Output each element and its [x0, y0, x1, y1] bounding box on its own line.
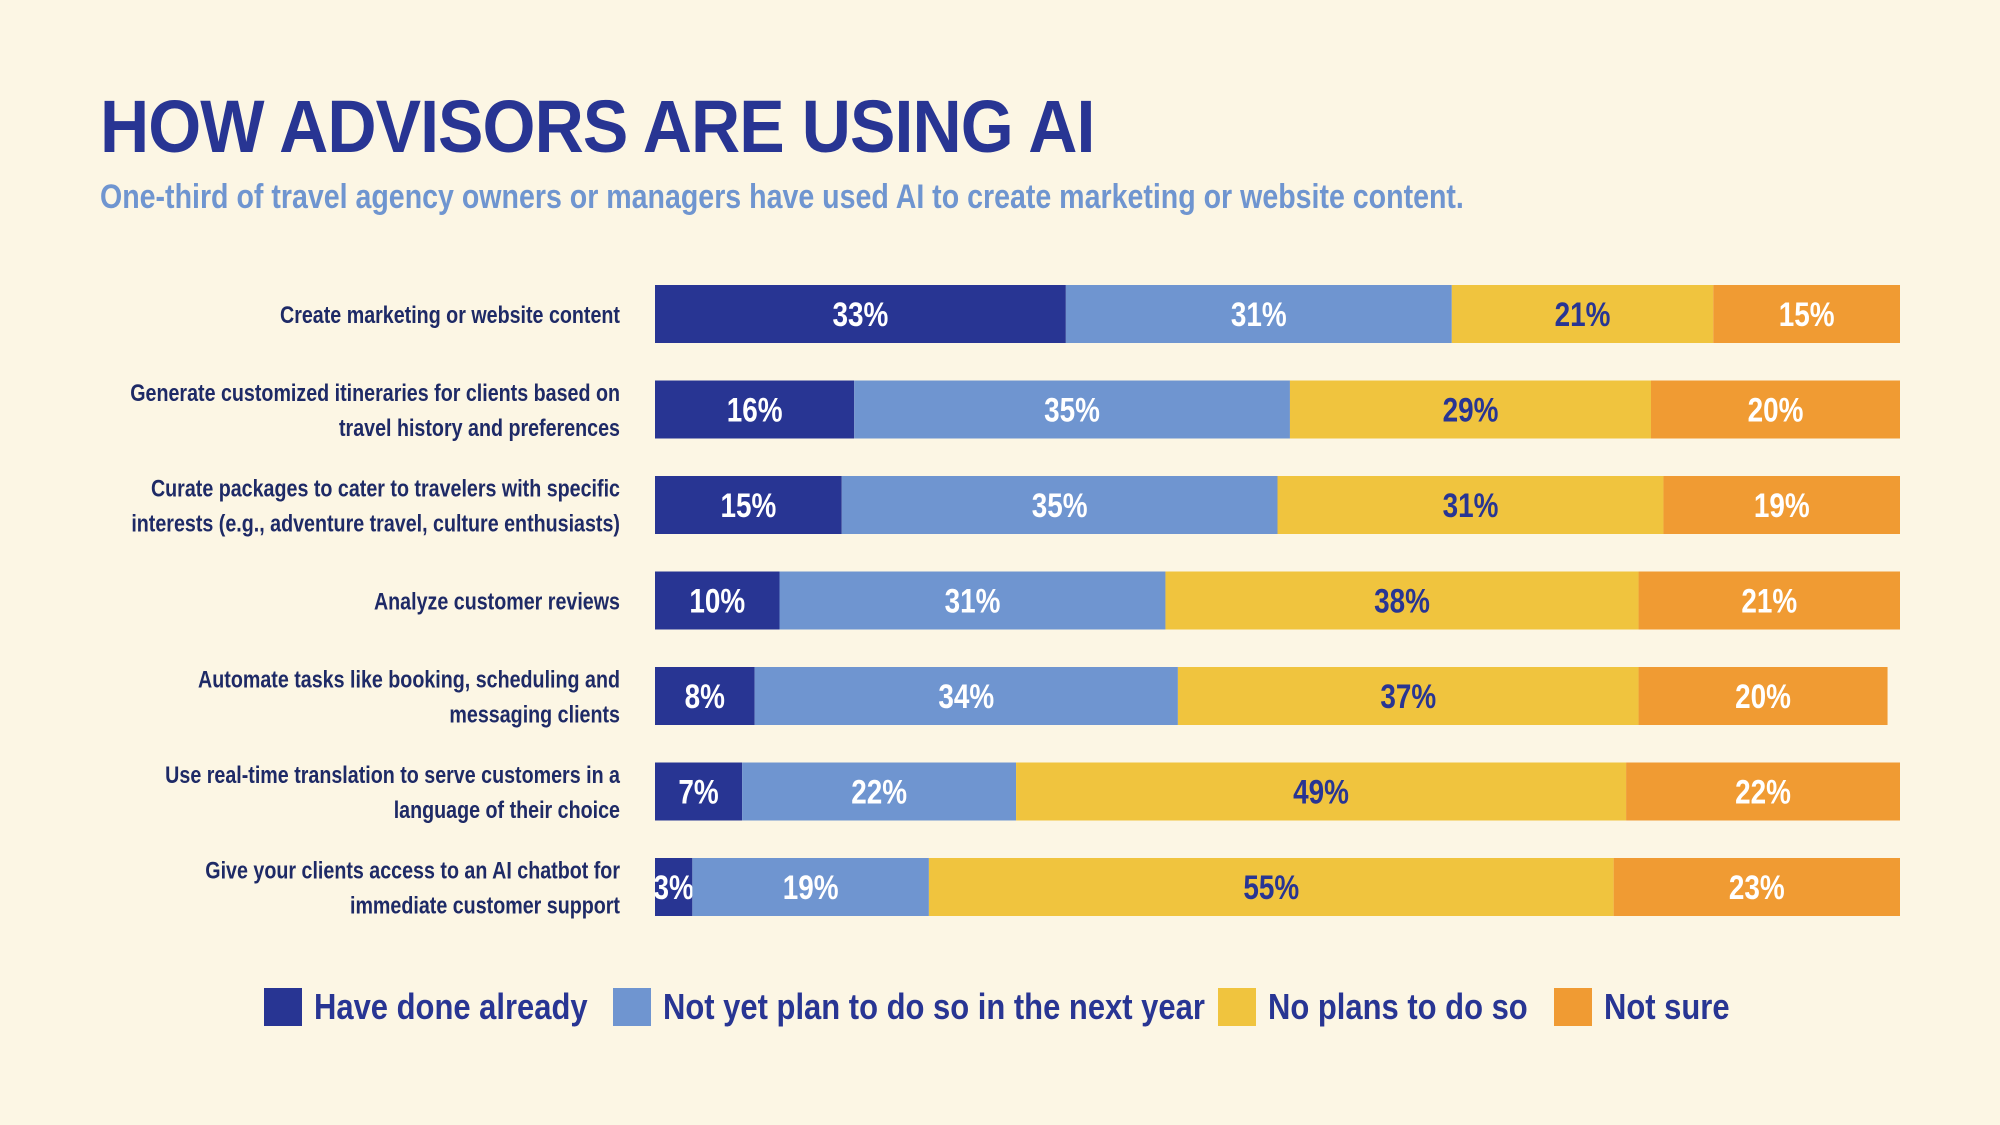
bar-value-label: 29%: [1443, 391, 1499, 429]
row-label-line: Curate packages to cater to travelers wi…: [151, 475, 620, 502]
bar-value-label: 33%: [833, 295, 889, 333]
row-label: Automate tasks like booking, scheduling …: [198, 666, 620, 728]
bar-value-label: 19%: [1754, 486, 1810, 524]
bar-segment: [1277, 476, 1664, 534]
bar-value-label: 22%: [1735, 773, 1791, 811]
legend-label: Not sure: [1604, 986, 1730, 1027]
chart-legend: Have done already Not yet plan to do so i…: [0, 985, 2000, 1029]
row-label-line: travel history and preferences: [339, 414, 620, 441]
bar-value-label: 31%: [945, 582, 1001, 620]
bar-value-label: 15%: [720, 486, 776, 524]
row-label-line: Automate tasks like booking, scheduling …: [198, 666, 620, 693]
legend-swatch: [264, 988, 302, 1026]
chart-title: HOW ADVISORS ARE USING AI: [100, 85, 1095, 168]
bar-value-label: 55%: [1243, 868, 1299, 906]
bar-segment: [1289, 380, 1651, 439]
chart-subtitle: One-third of travel agency owners or man…: [100, 178, 1464, 216]
bar-value-label: 19%: [783, 868, 839, 906]
bar-value-label: 20%: [1748, 391, 1804, 429]
row-label: Give your clients access to an AI chatbo…: [205, 857, 620, 919]
bar-value-label: 15%: [1779, 295, 1835, 333]
legend-item: No plans to do so: [1218, 985, 1570, 1029]
row-label: Curate packages to cater to travelers wi…: [131, 475, 620, 537]
legend-swatch: [1218, 988, 1256, 1026]
bar-segment: [1638, 667, 1888, 725]
bar-segment: [655, 858, 693, 916]
row-label-line: Use real-time translation to serve custo…: [165, 761, 621, 788]
legend-item: Not sure: [1554, 985, 1750, 1029]
legend-item: Not yet plan to do so in the next year: [613, 985, 1293, 1029]
bar-value-label: 37%: [1380, 677, 1436, 715]
row-label: Create marketing or website content: [280, 301, 621, 328]
row-label-line: immediate customer support: [350, 892, 621, 919]
bar-value-label: 31%: [1443, 486, 1499, 524]
bar-segment: [841, 476, 1278, 534]
bar-value-label: 22%: [851, 773, 907, 811]
bar-segment: [1651, 380, 1900, 439]
row-label-line: Give your clients access to an AI chatbo…: [205, 857, 620, 884]
bar-value-label: 38%: [1374, 582, 1430, 620]
legend-label: Have done already: [314, 986, 588, 1027]
bar-segment: [742, 762, 1017, 821]
bar-segment: [692, 858, 929, 916]
bar-value-label: 31%: [1231, 295, 1287, 333]
bar-segment: [1713, 285, 1900, 343]
bar-value-label: 35%: [1032, 486, 1088, 524]
bar-value-label: 20%: [1735, 677, 1791, 715]
row-label-line: messaging clients: [449, 701, 620, 728]
row-label-line: language of their choice: [394, 796, 620, 823]
bar-value-label: 23%: [1729, 868, 1785, 906]
bar-segment: [655, 762, 743, 821]
stacked-bar-chart: Create marketing or website content 33% 31…: [130, 285, 1900, 919]
bar-segment: [655, 285, 1066, 343]
bar-segment: [1451, 285, 1714, 343]
bar-value-label: 16%: [727, 391, 783, 429]
bar-segment: [779, 571, 1166, 630]
row-label-line: Analyze customer reviews: [374, 588, 620, 615]
bar-segment: [655, 667, 755, 725]
bar-segment: [854, 380, 1290, 439]
bar-segment: [655, 380, 855, 439]
bar-value-label: 35%: [1044, 391, 1100, 429]
row-label: Use real-time translation to serve custo…: [165, 761, 621, 823]
legend-swatch: [613, 988, 651, 1026]
bar-segment: [655, 476, 842, 534]
legend-swatch: [1554, 988, 1592, 1026]
bar-value-label: 3%: [654, 868, 694, 906]
bar-value-label: 34%: [938, 677, 994, 715]
bar-value-label: 7%: [678, 773, 718, 811]
bar-segment: [655, 571, 780, 630]
bar-segment: [1016, 762, 1627, 821]
bar-segment: [1165, 571, 1639, 630]
bar-value-label: 10%: [689, 582, 745, 620]
bar-segment: [1663, 476, 1900, 534]
row-label-line: Create marketing or website content: [280, 301, 621, 328]
bar-value-label: 21%: [1741, 582, 1797, 620]
bar-segment: [1626, 762, 1900, 821]
legend-label: No plans to do so: [1268, 986, 1528, 1027]
legend-item: Have done already: [264, 985, 632, 1029]
bar-segment: [928, 858, 1614, 916]
bar-segment: [1638, 571, 1900, 630]
row-label: Generate customized itineraries for clie…: [130, 379, 620, 441]
bar-value-label: 21%: [1555, 295, 1611, 333]
bar-segment: [1065, 285, 1452, 343]
bar-segment: [1613, 858, 1900, 916]
bar-segment: [754, 667, 1178, 725]
legend-label: Not yet plan to do so in the next year: [663, 986, 1205, 1027]
bar-segment: [1177, 667, 1639, 725]
row-label: Analyze customer reviews: [374, 588, 620, 615]
row-label-line: interests (e.g., adventure travel, cultu…: [131, 510, 620, 537]
bar-value-label: 49%: [1293, 773, 1349, 811]
row-label-line: Generate customized itineraries for clie…: [130, 379, 620, 406]
bar-value-label: 8%: [685, 677, 725, 715]
